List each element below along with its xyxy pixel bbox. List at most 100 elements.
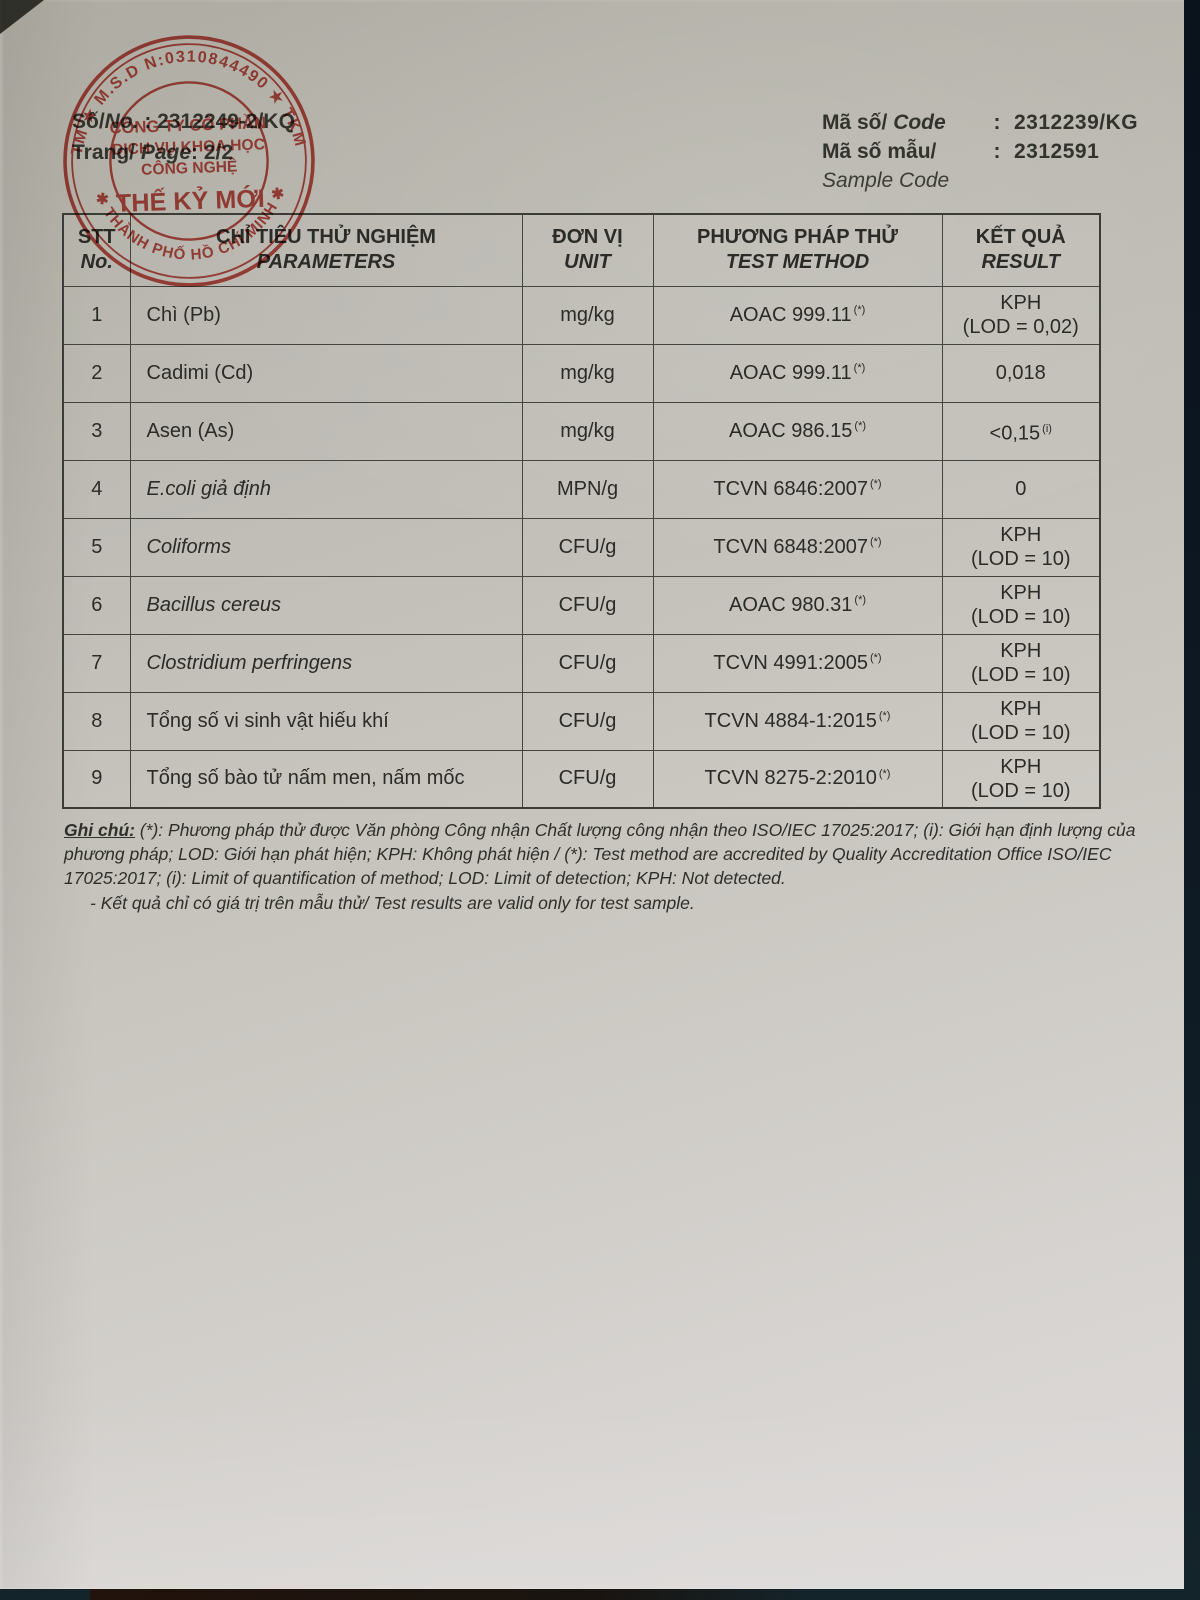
row-number: 9 — [91, 767, 103, 790]
table-row: 5 Coliforms CFU/g TCVN 6848:2007 (*) KPH (LOD … — [62, 517, 1101, 577]
result-line1: 0,018 — [949, 361, 1094, 385]
method-footnote-mark: (*) — [869, 477, 882, 490]
col-header-method-vi: PHƯƠNG PHÁP THỬ — [696, 226, 898, 249]
doc-number-label-vi: Số/ — [72, 110, 105, 133]
unit-cell: CFU/g — [521, 749, 654, 809]
row-number: 1 — [91, 303, 103, 326]
result-value: KPH — [1000, 755, 1042, 778]
method-footnote-mark: (*) — [854, 593, 867, 606]
sample-code-value: 2312591 — [1014, 140, 1100, 163]
method-name: AOAC 980.31 — [728, 593, 853, 616]
code-colon: : — [993, 111, 1001, 134]
result-line2: (LOD = 10) — [971, 779, 1071, 802]
stamp-company-line2: DỊCH VỤ KHOA HỌC — [112, 136, 265, 158]
method-footnote-mark: (*) — [878, 767, 891, 780]
result-value: KPH — [1000, 698, 1042, 720]
parameter-cell: Asen (As) — [129, 401, 523, 461]
parameter-name: Chì (Pb) — [146, 303, 221, 326]
table-row: 8 Tổng số vi sinh vật hiếu khí CFU/g TCVN 4… — [62, 691, 1101, 751]
parameter-cell: Cadimi (Cd) — [129, 343, 523, 403]
col-header-result-vi: KẾT QUẢ — [975, 226, 1066, 249]
parameter-cell: Chì (Pb) — [129, 285, 523, 345]
unit-value: CFU/g — [558, 593, 617, 616]
method-cell: TCVN 6846:2007 (*) — [652, 459, 943, 519]
unit-value: CFU/g — [558, 651, 617, 674]
unit-value: mg/kg — [560, 303, 615, 326]
page-value: 2/2 — [203, 141, 234, 164]
row-number-cell: 7 — [62, 633, 131, 693]
row-number: 8 — [91, 709, 103, 732]
method-name: AOAC 999.11 — [729, 303, 852, 326]
code-label: Mã số/ Code — [822, 108, 980, 137]
method-cell: AOAC 999.11 (*) — [652, 285, 943, 345]
footnotes: Ghi chú: (*): Phương pháp thử được Văn p… — [64, 818, 1150, 915]
result-footnote-mark: (i) — [1042, 422, 1052, 435]
method-footnote-mark: (*) — [869, 651, 882, 664]
col-header-parameters: CHỈ TIÊU THỬ NGHIỆM PARAMETERS — [129, 213, 523, 287]
row-number-cell: 5 — [62, 517, 131, 577]
document-meta-right: Mã số/ Code : 2312239/KG Mã số mẫu/ : 23… — [822, 108, 1138, 195]
result-line2: (LOD = 10) — [971, 606, 1071, 628]
row-number: 4 — [91, 477, 103, 500]
result-cell: KPH (LOD = 10) — [941, 575, 1101, 635]
parameter-name: Asen (As) — [146, 419, 235, 442]
parameter-cell: Coliforms — [129, 517, 523, 577]
doc-number-sep: : — [138, 110, 158, 133]
footnote-label: Ghi chú: — [64, 820, 135, 840]
method-cell: TCVN 6848:2007 (*) — [652, 517, 943, 577]
method-name: AOAC 986.15 — [728, 419, 853, 442]
result-cell: KPH (LOD = 10) — [941, 749, 1101, 809]
parameter-name: Clostridium perfringens — [146, 651, 353, 674]
row-number: 5 — [91, 535, 103, 558]
col-header-method: PHƯƠNG PHÁP THỬ TEST METHOD — [652, 213, 943, 287]
row-number: 6 — [91, 593, 103, 616]
method-cell: TCVN 8275-2:2010 (*) — [652, 749, 943, 809]
table-header-row: STT No. CHỈ TIÊU THỬ NGHIỆM PARAMETERS ĐƠN… — [62, 213, 1101, 287]
parameter-cell: Clostridium perfringens — [129, 633, 523, 693]
table-row: 7 Clostridium perfringens CFU/g TCVN 4991:2… — [62, 633, 1101, 693]
sample-code-colon: : — [993, 140, 1001, 163]
unit-value: mg/kg — [560, 419, 615, 442]
unit-cell: CFU/g — [521, 575, 654, 635]
result-value: KPH — [1000, 292, 1042, 314]
result-cell: 0 — [941, 459, 1101, 519]
parameter-cell: Tổng số vi sinh vật hiếu khí — [129, 691, 523, 751]
unit-value: MPN/g — [556, 477, 619, 500]
table-edge-smudge — [90, 1586, 810, 1600]
result-line1: KPH — [949, 639, 1094, 663]
method-footnote-mark: (*) — [869, 535, 882, 548]
unit-cell: CFU/g — [521, 633, 654, 693]
col-header-unit-vi: ĐƠN VỊ — [552, 226, 623, 249]
method-footnote-mark: (*) — [854, 419, 867, 432]
col-header-result: KẾT QUẢ RESULT — [941, 213, 1101, 287]
result-value: KPH — [1000, 640, 1042, 662]
parameter-cell: Bacillus cereus — [129, 575, 523, 635]
row-number-cell: 2 — [62, 343, 131, 403]
page-label-en: Page — [135, 141, 192, 164]
unit-cell: CFU/g — [521, 691, 654, 751]
result-value: 0 — [1015, 478, 1027, 500]
table-row: 2 Cadimi (Cd) mg/kg AOAC 999.11 (*) 0,018 — [62, 343, 1101, 403]
stamp-middle-ring — [71, 43, 307, 279]
result-line1: KPH — [949, 697, 1094, 721]
footnote-validity: - Kết quả chỉ có giá trị trên mẫu thử/ T… — [90, 893, 695, 913]
result-cell: KPH (LOD = 10) — [941, 691, 1101, 751]
method-cell: AOAC 999.11 (*) — [652, 343, 943, 403]
unit-value: CFU/g — [558, 535, 617, 558]
col-header-parameters-en: PARAMETERS — [256, 251, 396, 274]
table-row: 9 Tổng số bào tử nấm men, nấm mốc CFU/g TCV… — [62, 749, 1101, 809]
row-number-cell: 9 — [62, 749, 131, 809]
method-name: TCVN 4991:2005 — [713, 651, 868, 674]
company-stamp-icon: TM ★ M.S.D N:0310844490 ★ TKM ✱ THÀNH PH… — [63, 35, 315, 287]
corner-shadow — [0, 0, 44, 34]
col-header-unit-en: UNIT — [564, 251, 611, 274]
row-number: 7 — [91, 651, 103, 674]
page-number-line: Trang/ Page: 2/2 — [72, 137, 295, 168]
unit-value: CFU/g — [558, 709, 617, 732]
method-name: TCVN 8275-2:2010 — [704, 767, 877, 790]
unit-value: CFU/g — [558, 767, 617, 790]
stamp-company-line3: CÔNG NGHỆ — [141, 156, 238, 178]
table-row: 6 Bacillus cereus CFU/g AOAC 980.31 (*) KPH (L… — [62, 575, 1101, 635]
method-cell: TCVN 4991:2005 (*) — [652, 633, 943, 693]
